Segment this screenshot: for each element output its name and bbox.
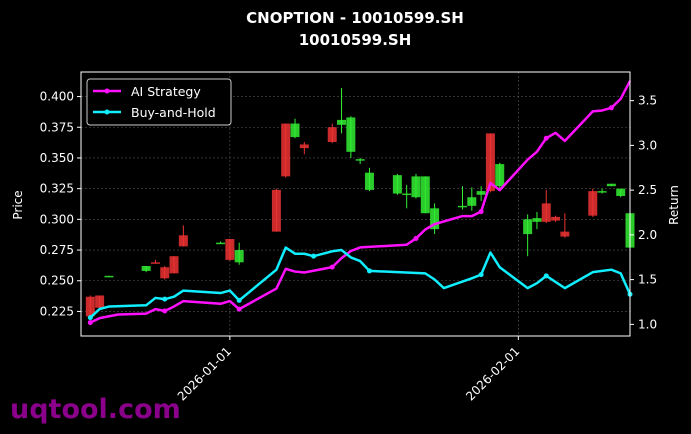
- candle-body: [150, 262, 160, 264]
- candle-body: [392, 175, 402, 194]
- candle-body: [411, 176, 421, 198]
- series-marker: [608, 105, 614, 111]
- candle-body: [271, 189, 281, 232]
- candle-body: [616, 188, 626, 197]
- candle-body: [532, 218, 542, 222]
- series-marker: [236, 297, 242, 303]
- plot-frame: [80, 71, 631, 337]
- candle-body: [327, 127, 337, 142]
- candle-body: [476, 191, 486, 195]
- candle-body: [95, 295, 105, 308]
- candle-body: [169, 256, 179, 274]
- candle-body: [346, 117, 356, 152]
- y-tick-label: 0.300: [40, 212, 74, 226]
- candle-body: [216, 242, 226, 245]
- candle-body: [104, 275, 114, 278]
- legend-label-buy-and-hold: Buy-and-Hold: [131, 105, 216, 120]
- y-tick-label: 0.325: [40, 182, 74, 196]
- series-marker: [162, 308, 168, 314]
- candle-body: [588, 191, 598, 216]
- y-tick-label: 0.250: [40, 274, 74, 288]
- candle-body: [495, 164, 505, 187]
- y2-tick-label: 2.5: [638, 183, 657, 197]
- candle-body: [225, 238, 235, 260]
- candle-body: [485, 133, 495, 192]
- y2-tick-label: 1.0: [638, 317, 657, 331]
- candle-body: [467, 197, 477, 206]
- candle-body: [337, 119, 347, 125]
- candle-body: [420, 176, 430, 214]
- series-marker: [543, 135, 549, 141]
- series-marker: [478, 272, 484, 278]
- y-tick-label: 0.350: [40, 151, 74, 165]
- y2-tick-label: 3.0: [638, 138, 657, 152]
- y2-tick-label: 2.0: [638, 228, 657, 242]
- series-marker: [413, 235, 419, 241]
- candle-body: [597, 191, 607, 193]
- y2-axis-label: Return: [667, 185, 681, 225]
- candle-body: [85, 296, 95, 317]
- candle-body: [160, 267, 170, 279]
- chart-subtitle: 10010599.SH: [299, 31, 412, 49]
- series-marker: [478, 209, 484, 215]
- candle-body: [402, 193, 412, 196]
- candle-body: [560, 231, 570, 237]
- y-tick-label: 0.275: [40, 243, 74, 257]
- y2-tick-label: 3.5: [638, 94, 657, 108]
- candle-body: [178, 235, 188, 247]
- candle-body: [523, 219, 533, 235]
- series-marker: [87, 320, 93, 326]
- legend-label-ai-strategy: AI Strategy: [131, 84, 201, 99]
- candle-body: [430, 208, 440, 230]
- candle-body: [299, 144, 309, 149]
- legend: AI Strategy Buy-and-Hold: [86, 78, 232, 126]
- series-marker: [329, 264, 335, 270]
- series-marker: [236, 306, 242, 312]
- series-line-ai-strategy: [89, 80, 632, 324]
- legend-marker-ai-strategy: [104, 88, 110, 94]
- candle-body: [541, 203, 551, 222]
- chart-title: CNOPTION - 10010599.SH: [246, 9, 464, 27]
- candle-body: [234, 250, 244, 263]
- watermark: uqtool.com: [10, 394, 181, 425]
- series-marker: [543, 273, 549, 279]
- candle-body: [141, 266, 151, 271]
- legend-box: [86, 78, 232, 126]
- series-marker: [311, 253, 317, 259]
- candles: [85, 87, 635, 321]
- candle-body: [458, 205, 468, 208]
- candle-body: [606, 183, 616, 187]
- y-axis-label: Price: [11, 190, 25, 219]
- series-marker: [87, 315, 93, 321]
- candle-body: [551, 216, 561, 221]
- series-lines: [87, 80, 633, 326]
- y-tick-label: 0.400: [40, 90, 74, 104]
- series-line-buy-and-hold: [89, 246, 632, 319]
- candle-body: [290, 123, 300, 138]
- y2-tick-label: 1.5: [638, 273, 657, 287]
- candle-body: [355, 159, 365, 161]
- y-tick-label: 0.225: [40, 304, 74, 318]
- series-marker: [162, 296, 168, 302]
- candle-body: [364, 172, 374, 190]
- candle-body: [281, 123, 291, 177]
- legend-marker-buy-and-hold: [104, 109, 110, 115]
- series-marker: [366, 268, 372, 274]
- y-tick-label: 0.375: [40, 120, 74, 134]
